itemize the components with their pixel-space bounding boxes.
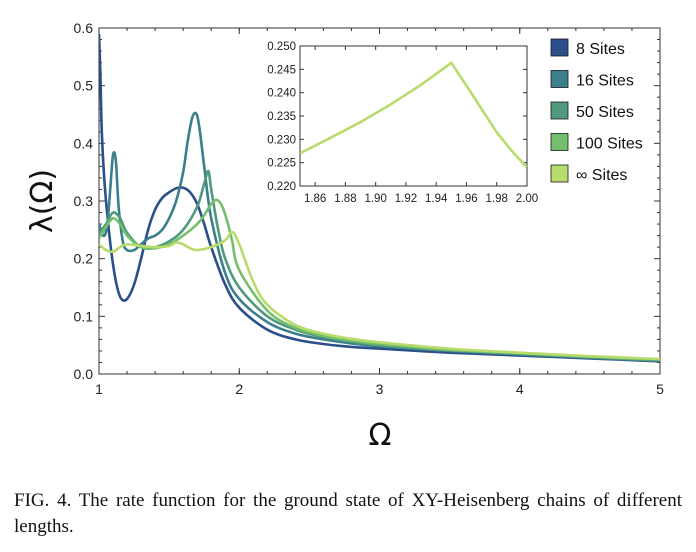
figure-caption: FIG. 4. The rate function for the ground…	[14, 490, 682, 537]
x-tick-label: 5	[656, 381, 664, 397]
x-tick-label: 2	[235, 381, 243, 397]
x-tick-label: 4	[516, 381, 524, 397]
series-line-1	[99, 33, 660, 363]
inset-y-tick-label: 0.225	[267, 158, 296, 170]
inset-plot-frame	[299, 45, 528, 187]
x-tick-label: 1	[95, 381, 103, 397]
inset-x-tick-label: 1.86	[304, 193, 326, 205]
legend-swatch-1	[550, 38, 569, 57]
legend-swatch-3	[550, 101, 569, 120]
series-line-2	[99, 111, 660, 363]
y-tick-label: 0.4	[74, 135, 94, 151]
inset-x-tick-label: 1.88	[334, 193, 356, 205]
legend-swatch-4	[550, 133, 569, 151]
inset-y-tick-label: 0.230	[267, 134, 296, 146]
y-tick-label: 0.2	[74, 251, 94, 267]
inset-x-tick-label: 1.96	[455, 193, 477, 205]
y-tick-label: 0.6	[74, 20, 94, 36]
inset-y-tick-label: 0.245	[267, 64, 296, 76]
inset-chart: 1.86 1.88 1.90 1.92 1.94 1.96 1.98 2.00 0.220 0.2…	[267, 41, 538, 205]
legend-label-4: 100 Sites	[576, 136, 643, 153]
x-tick-label: 3	[376, 381, 384, 397]
inset-x-tick-label: 1.98	[486, 193, 508, 205]
inset-series-group	[300, 61, 527, 169]
inset-x-tick-label: 1.90	[364, 193, 386, 205]
legend: 8 Sites 16 Sites 50 Sites 100 Sites ∞ Sites	[550, 38, 643, 184]
x-axis-label: Ω	[369, 418, 392, 453]
y-tick-label: 0.0	[74, 366, 94, 382]
main-chart: 1 2 3 4 5 0.0 0.1 0.2 0.3 0.4 0.5 0.6 Ω λ(Ω)	[25, 20, 664, 453]
y-tick-label: 0.1	[74, 308, 94, 324]
inset-y-tick-label: 0.250	[267, 41, 296, 53]
legend-label-1: 8 Sites	[576, 41, 625, 58]
y-axis-label: λ(Ω)	[25, 169, 60, 233]
legend-label-3: 50 Sites	[576, 104, 634, 121]
main-series-group	[99, 33, 660, 363]
inset-y-tick-label: 0.235	[267, 111, 296, 123]
y-tick-label: 0.5	[74, 78, 94, 94]
y-tick-label: 0.3	[74, 193, 94, 209]
series-line-5	[99, 230, 660, 361]
legend-swatch-5	[550, 164, 569, 183]
series-line-4	[99, 198, 660, 361]
inset-x-tick-label: 2.00	[516, 193, 538, 205]
inset-x-tick-label: 1.92	[395, 193, 417, 205]
inset-series-line	[300, 61, 527, 169]
inset-y-tick-label: 0.220	[267, 181, 296, 193]
inset-x-tick-label: 1.94	[425, 193, 448, 205]
legend-swatch-2	[550, 70, 569, 88]
inset-y-tick-label: 0.240	[267, 88, 296, 100]
inset-axes: 1.86 1.88 1.90 1.92 1.94 1.96 1.98 2.00 0.220 0.2…	[267, 41, 538, 205]
legend-label-5: ∞ Sites	[576, 167, 627, 184]
legend-label-2: 16 Sites	[576, 73, 634, 90]
